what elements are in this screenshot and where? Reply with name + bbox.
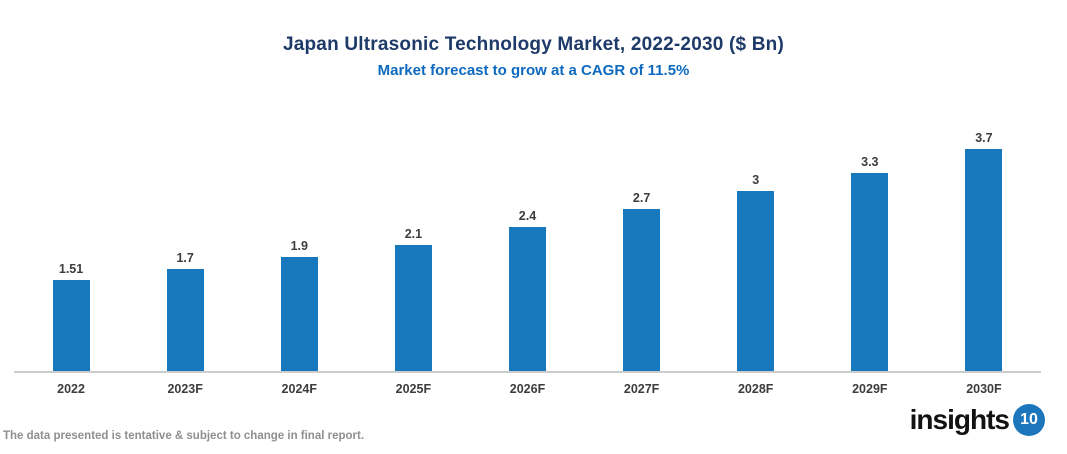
bar — [166, 269, 204, 371]
x-axis-label: 2025F — [395, 382, 432, 396]
x-axis-labels: 2022 2023F 2024F 2025F 2026F 2027F 2028F 2029F 2… — [14, 373, 1041, 396]
bar — [280, 257, 318, 371]
x-axis-label: 2028F — [737, 382, 774, 396]
x-axis-label: 2026F — [509, 382, 546, 396]
bar-column: 1.51 — [14, 262, 128, 371]
chart-subtitle: Market forecast to grow at a CAGR of 11.… — [377, 62, 690, 79]
bar-value-label: 1.51 — [58, 262, 84, 277]
bar — [851, 173, 889, 371]
logo-badge: 10 — [1013, 404, 1045, 436]
bar-column: 1.9 — [242, 239, 356, 371]
bar-column: 3 — [699, 173, 813, 371]
bar-column: 3.7 — [927, 131, 1041, 371]
bar-value-label: 1.7 — [176, 251, 194, 265]
bar-value-label: 1.9 — [290, 239, 308, 253]
x-axis-label: 2029F — [852, 382, 888, 396]
plot-area: 1.51 1.7 1.9 2.1 2.4 2.7 3 3.3 3.7 — [14, 121, 1041, 373]
disclaimer-text: The data presented is tentative & subjec… — [3, 430, 365, 442]
x-axis-label: 2030F — [966, 382, 1002, 396]
x-axis-label: 2023F — [167, 382, 203, 396]
bar-column: 1.7 — [128, 251, 242, 371]
bar-value-label: 2.4 — [518, 209, 537, 223]
bar-column: 2.7 — [585, 191, 699, 371]
logo-text: insights — [909, 404, 1010, 435]
bar-value-label: 2.7 — [632, 191, 651, 205]
bar-value-label: 3.7 — [975, 131, 993, 145]
bar — [623, 209, 661, 371]
bar-chart: 1.51 1.7 1.9 2.1 2.4 2.7 3 3.3 3.7 2022 2023F 2024… — [14, 121, 1041, 396]
bar — [52, 280, 90, 371]
x-axis-label: 2027F — [623, 382, 660, 396]
bar — [737, 191, 775, 371]
bar-value-label: 3.3 — [861, 155, 879, 169]
bar-value-label: 2.1 — [404, 227, 423, 241]
chart-header: Japan Ultrasonic Technology Market, 2022… — [0, 34, 1067, 79]
x-axis-label: 2022 — [57, 382, 85, 396]
bar-value-label: 3 — [752, 173, 760, 187]
chart-title: Japan Ultrasonic Technology Market, 2022… — [282, 34, 785, 55]
bar — [394, 245, 432, 371]
x-axis-label: 2024F — [281, 382, 317, 396]
bar-column: 2.4 — [470, 209, 584, 371]
bar — [965, 149, 1003, 371]
insights10-logo: insights 10 — [910, 404, 1045, 436]
bar-column: 2.1 — [356, 227, 470, 371]
bar — [508, 227, 546, 371]
bar-column: 3.3 — [813, 155, 927, 371]
